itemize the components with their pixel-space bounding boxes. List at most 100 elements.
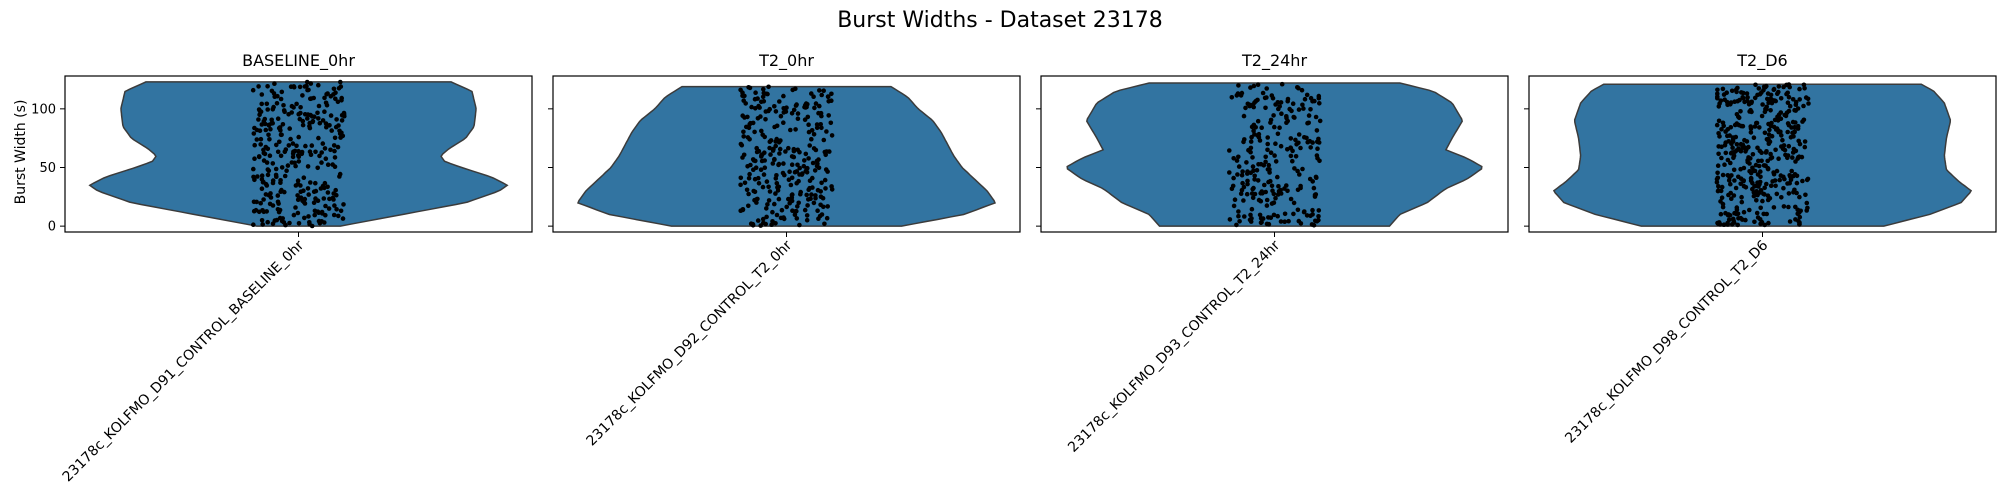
data-point — [1298, 221, 1304, 226]
data-point — [308, 152, 314, 158]
data-point — [819, 212, 825, 217]
data-point — [1265, 135, 1270, 140]
data-point — [305, 186, 311, 191]
data-point — [298, 105, 303, 110]
data-point — [806, 122, 811, 127]
data-point — [1227, 217, 1233, 222]
data-point — [1259, 220, 1264, 225]
data-point — [1248, 145, 1254, 151]
data-point — [794, 216, 800, 221]
data-point — [1291, 211, 1296, 217]
data-point — [763, 221, 768, 227]
data-point — [262, 151, 268, 157]
data-point — [744, 187, 750, 193]
data-point — [321, 196, 327, 201]
data-point — [1267, 170, 1272, 175]
data-point — [1795, 207, 1800, 213]
data-point — [1268, 120, 1273, 125]
data-point — [1743, 149, 1748, 154]
data-point — [255, 174, 260, 179]
data-point — [761, 172, 767, 177]
data-point — [1296, 85, 1301, 91]
data-point — [280, 122, 286, 127]
data-point — [296, 159, 302, 164]
data-point — [1242, 214, 1247, 219]
data-point — [746, 191, 751, 197]
data-point — [1235, 172, 1240, 177]
data-point — [1758, 221, 1763, 227]
data-point — [316, 82, 321, 88]
data-point — [1260, 191, 1265, 196]
data-point — [753, 106, 758, 111]
data-point — [1762, 222, 1767, 228]
data-point — [738, 87, 743, 93]
data-point — [1268, 150, 1274, 155]
data-point — [1237, 219, 1242, 224]
data-point — [273, 166, 279, 172]
data-point — [295, 197, 301, 202]
data-point — [337, 131, 343, 137]
data-point — [1265, 147, 1270, 153]
data-point — [278, 96, 284, 102]
data-point — [1806, 101, 1811, 106]
data-point — [1244, 160, 1249, 165]
data-point — [811, 132, 817, 137]
data-point — [1781, 185, 1786, 191]
data-point — [824, 215, 830, 221]
data-point — [1755, 145, 1760, 151]
data-point — [753, 165, 759, 170]
data-point — [1247, 103, 1252, 109]
data-point — [1718, 199, 1723, 204]
data-point — [1277, 104, 1282, 109]
data-point — [261, 179, 266, 185]
data-point — [332, 203, 337, 208]
data-point — [789, 154, 795, 159]
data-point — [313, 180, 318, 186]
data-point — [306, 214, 311, 219]
data-point — [1785, 100, 1791, 105]
data-point — [287, 126, 293, 131]
data-point — [802, 207, 808, 213]
data-point — [1278, 100, 1284, 105]
data-point — [798, 191, 803, 197]
data-point — [1776, 84, 1782, 89]
data-point — [322, 95, 327, 101]
data-point — [789, 111, 795, 116]
data-point — [766, 184, 771, 190]
data-point — [1730, 145, 1735, 150]
data-point — [810, 185, 815, 190]
data-point — [793, 103, 799, 108]
data-point — [1719, 155, 1724, 161]
data-point — [1721, 222, 1727, 227]
data-point — [1269, 183, 1275, 189]
data-point — [764, 206, 769, 211]
data-point — [1759, 113, 1765, 119]
data-point — [1252, 100, 1257, 105]
data-point — [1284, 114, 1289, 119]
data-point — [1733, 134, 1739, 140]
data-point — [1748, 124, 1753, 129]
data-point — [1780, 137, 1785, 143]
data-point — [807, 143, 812, 148]
data-point — [1255, 118, 1261, 124]
data-point — [825, 94, 831, 99]
data-point — [1314, 153, 1320, 158]
data-point — [1752, 168, 1758, 174]
data-point — [1756, 163, 1762, 169]
data-point — [1781, 204, 1787, 209]
data-point — [1266, 162, 1272, 168]
data-point — [1236, 164, 1242, 169]
data-point — [1271, 191, 1277, 197]
data-point — [1776, 112, 1782, 117]
data-point — [1793, 99, 1799, 105]
data-point — [324, 124, 329, 130]
data-point — [779, 207, 785, 213]
data-point — [320, 141, 326, 146]
data-point — [266, 168, 272, 173]
data-point — [290, 154, 296, 160]
data-point — [789, 192, 795, 198]
data-point — [1310, 179, 1315, 184]
data-point — [1264, 197, 1270, 203]
data-point — [1301, 106, 1306, 111]
data-point — [746, 85, 751, 90]
